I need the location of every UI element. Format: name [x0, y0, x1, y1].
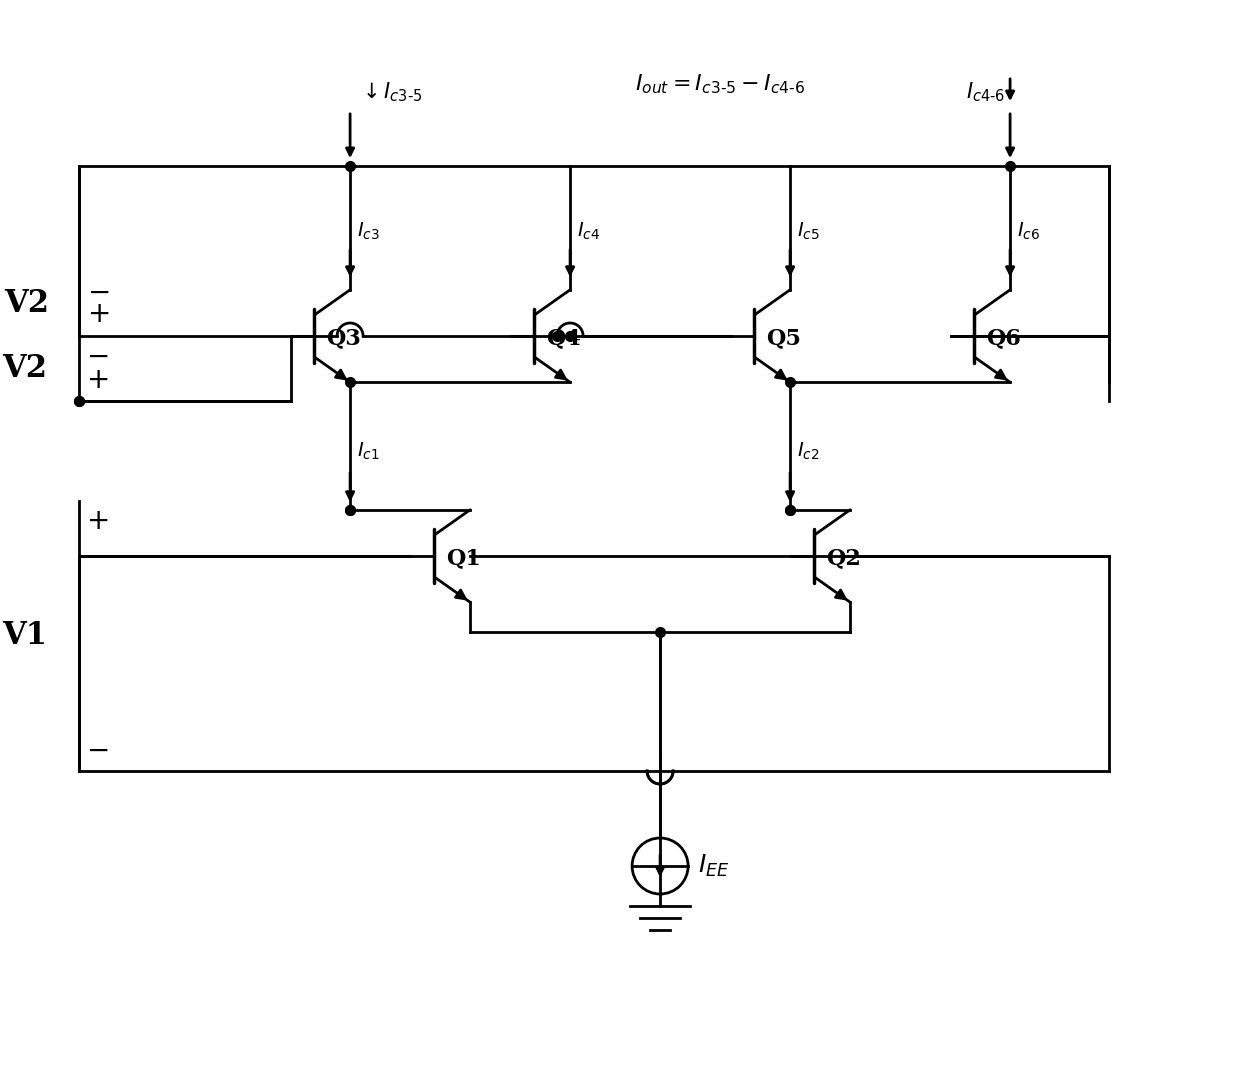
Text: $+$: $+$ — [87, 508, 109, 535]
Text: $I_{c1}$: $I_{c1}$ — [357, 440, 379, 462]
Text: Q1: Q1 — [446, 547, 481, 569]
Text: V2: V2 — [2, 353, 47, 384]
Text: Q4: Q4 — [546, 327, 580, 349]
Text: $+$: $+$ — [87, 301, 110, 328]
Text: Q6: Q6 — [986, 327, 1021, 349]
Text: $I_{out}=I_{c3\text{-}5}-I_{c4\text{-}6}$: $I_{out}=I_{c3\text{-}5}-I_{c4\text{-}6}… — [635, 72, 805, 96]
Text: $-$: $-$ — [87, 279, 110, 306]
Text: $I_{c5}$: $I_{c5}$ — [797, 221, 820, 242]
Text: $I_{EE}$: $I_{EE}$ — [698, 853, 729, 879]
Text: V1: V1 — [2, 621, 47, 651]
Text: Q5: Q5 — [766, 327, 801, 349]
Text: $+$: $+$ — [87, 367, 109, 394]
Text: V2: V2 — [5, 288, 50, 318]
Text: Q2: Q2 — [826, 547, 861, 569]
Text: $I_{c4\text{-}6}$: $I_{c4\text{-}6}$ — [966, 81, 1006, 104]
Text: $I_{c6}$: $I_{c6}$ — [1017, 221, 1040, 242]
Text: $I_{c2}$: $I_{c2}$ — [797, 440, 820, 462]
Text: $I_{c3}$: $I_{c3}$ — [357, 221, 379, 242]
Text: $I_{c4}$: $I_{c4}$ — [577, 221, 600, 242]
Text: Q3: Q3 — [326, 327, 361, 349]
Text: $\downarrow I_{c3\text{-}5}$: $\downarrow I_{c3\text{-}5}$ — [358, 81, 423, 104]
Text: $-$: $-$ — [87, 343, 109, 370]
Text: $-$: $-$ — [87, 737, 109, 764]
